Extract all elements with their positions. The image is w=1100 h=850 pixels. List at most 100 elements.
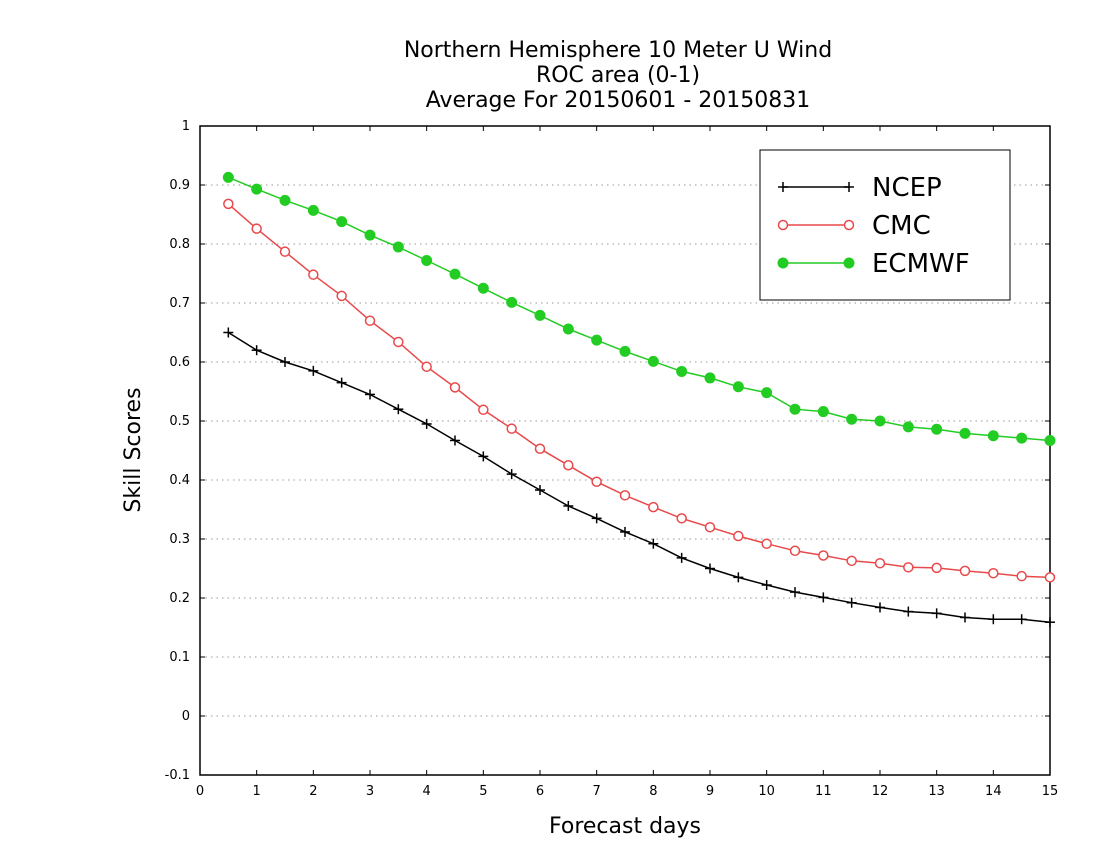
data-point-ncep (421, 418, 432, 429)
data-point-ecmwf (562, 323, 574, 335)
x-tick-label: 12 (872, 784, 889, 799)
data-point-ncep (393, 404, 404, 415)
series-ecmwf (222, 171, 1056, 446)
grid (200, 184, 1050, 717)
axis-ticks: -0.100.10.20.30.40.50.60.70.80.910 1 2 3 4 5 6… (165, 119, 1059, 799)
legend-marker (777, 257, 789, 269)
data-point-ncep (478, 451, 489, 462)
data-point-cmc (874, 557, 886, 569)
data-point-cmc (733, 530, 744, 542)
data-point-ecmwf (392, 241, 404, 253)
data-point-ecmwf (789, 403, 801, 415)
x-tick-label: 6 (536, 784, 544, 799)
legend-label-ecmwf: ECMWF (872, 249, 970, 279)
data-point-ncep (535, 485, 545, 496)
series (222, 171, 1056, 628)
data-point-ncep (790, 587, 800, 598)
data-point-ncep (506, 469, 517, 480)
data-point-ncep (308, 365, 319, 376)
data-point-ncep (875, 602, 885, 613)
data-point-ncep (365, 389, 375, 400)
data-point-ecmwf (874, 415, 886, 427)
data-point-cmc (449, 382, 461, 393)
data-point-ncep (223, 327, 234, 338)
y-tick-label: 0.7 (169, 296, 190, 311)
y-tick-label: 0.2 (169, 591, 190, 606)
y-tick-label: 0.9 (169, 178, 190, 193)
data-point-cmc (931, 562, 942, 574)
data-point-cmc (534, 443, 546, 454)
data-point-ecmwf (732, 381, 744, 393)
legend-marker (844, 182, 854, 192)
data-point-cmc (364, 315, 376, 326)
y-tick-label: 0.6 (169, 355, 190, 370)
title-line-3: Average For 20150601 - 20150831 (426, 88, 811, 113)
data-point-cmc (393, 336, 404, 348)
legend-marker (843, 257, 855, 269)
title-line-1: Northern Hemisphere 10 Meter U Wind (404, 38, 832, 63)
series-cmc (223, 198, 1056, 583)
x-tick-label: 15 (1042, 784, 1059, 799)
legend-item-cmc: CMC (777, 211, 931, 241)
data-point-ecmwf (364, 229, 376, 241)
data-point-ncep (1045, 617, 1055, 628)
data-point-ecmwf (251, 183, 263, 195)
data-point-cmc (308, 269, 319, 280)
x-tick-label: 8 (649, 784, 657, 799)
data-point-cmc (846, 555, 857, 567)
x-tick-label: 11 (815, 784, 832, 799)
data-point-ncep (846, 597, 857, 608)
x-tick-label: 5 (479, 784, 487, 799)
x-axis-label: Forecast days (549, 814, 701, 839)
data-point-ecmwf (591, 334, 603, 346)
data-point-ecmwf (761, 387, 773, 399)
x-tick-label: 10 (758, 784, 775, 799)
data-point-cmc (591, 476, 602, 488)
data-point-cmc (223, 198, 234, 210)
data-point-cmc (704, 521, 716, 533)
data-point-ecmwf (846, 413, 858, 425)
data-point-ncep (960, 612, 970, 623)
y-tick-label: 0.3 (169, 532, 190, 547)
data-point-cmc (789, 545, 801, 557)
x-tick-label: 0 (196, 784, 204, 799)
data-point-ecmwf (676, 365, 688, 377)
legend-marker (843, 219, 855, 231)
data-point-cmc (563, 460, 574, 471)
data-point-ncep (733, 572, 744, 583)
data-point-ecmwf (704, 372, 716, 384)
data-point-ncep (251, 345, 262, 356)
data-point-ecmwf (307, 204, 319, 216)
data-point-cmc (1016, 570, 1027, 582)
y-tick-label: -0.1 (165, 768, 190, 783)
data-point-ecmwf (647, 355, 659, 367)
x-tick-label: 14 (985, 784, 1002, 799)
data-point-cmc (336, 290, 347, 302)
data-point-cmc (676, 513, 687, 524)
data-point-cmc (761, 538, 772, 549)
data-point-cmc (619, 490, 631, 501)
data-point-ncep (931, 608, 942, 619)
y-tick-label: 1 (182, 119, 190, 134)
x-tick-label: 2 (309, 784, 317, 799)
data-point-cmc (988, 567, 999, 579)
legend-label-ncep: NCEP (872, 173, 942, 203)
series-ncep (223, 327, 1055, 628)
legend-label-cmc: CMC (872, 211, 931, 241)
plot-frame (199, 125, 1051, 776)
y-axis-label: Skill Scores (121, 387, 146, 512)
data-point-ncep (280, 357, 290, 367)
data-point-cmc (251, 223, 262, 234)
data-point-cmc (818, 550, 829, 561)
data-point-ncep (620, 526, 630, 537)
data-point-ecmwf (279, 194, 291, 206)
data-point-cmc (279, 246, 291, 257)
x-tick-label: 4 (423, 784, 431, 799)
x-tick-label: 7 (593, 784, 601, 799)
title-line-2: ROC area (0-1) (536, 63, 700, 88)
data-point-ncep (988, 614, 999, 625)
data-point-ncep (563, 500, 574, 511)
data-point-cmc (506, 423, 517, 434)
